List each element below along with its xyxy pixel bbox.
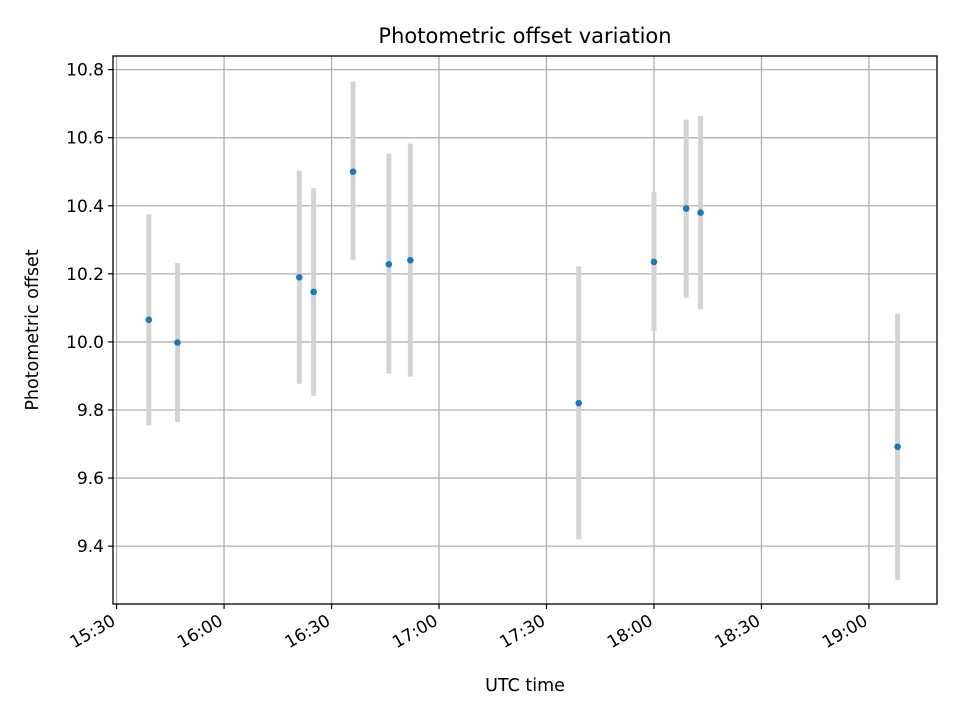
y-axis-title: Photometric offset xyxy=(23,249,43,410)
data-point xyxy=(650,258,658,266)
y-axis-ticks: 9.4 9.6 9.8 10.0 10.2 10.4 10.6 10.8 xyxy=(66,61,113,557)
data-point xyxy=(349,168,357,176)
y-tick-label: 9.8 xyxy=(77,401,104,421)
plot-frame xyxy=(112,55,938,605)
x-axis-title: UTC time xyxy=(485,676,565,696)
data-point xyxy=(145,316,153,324)
data-point xyxy=(575,399,583,407)
data-point xyxy=(295,273,303,281)
data-point xyxy=(310,288,317,296)
data-point xyxy=(894,443,901,451)
data-point xyxy=(407,256,414,264)
y-tick-label: 10.6 xyxy=(66,129,104,149)
data-points xyxy=(145,168,901,451)
y-tick-label: 10.2 xyxy=(66,265,104,285)
chart-title: Photometric offset variation xyxy=(378,24,671,48)
y-tick-label: 10.0 xyxy=(66,333,104,353)
y-tick-label: 9.4 xyxy=(77,537,104,557)
data-point xyxy=(682,205,690,212)
y-tick-label: 10.4 xyxy=(66,197,104,217)
data-point xyxy=(174,339,181,346)
data-point xyxy=(385,261,393,268)
y-tick-label: 10.8 xyxy=(66,61,104,81)
data-point xyxy=(697,209,704,216)
y-tick-label: 9.6 xyxy=(77,469,104,489)
